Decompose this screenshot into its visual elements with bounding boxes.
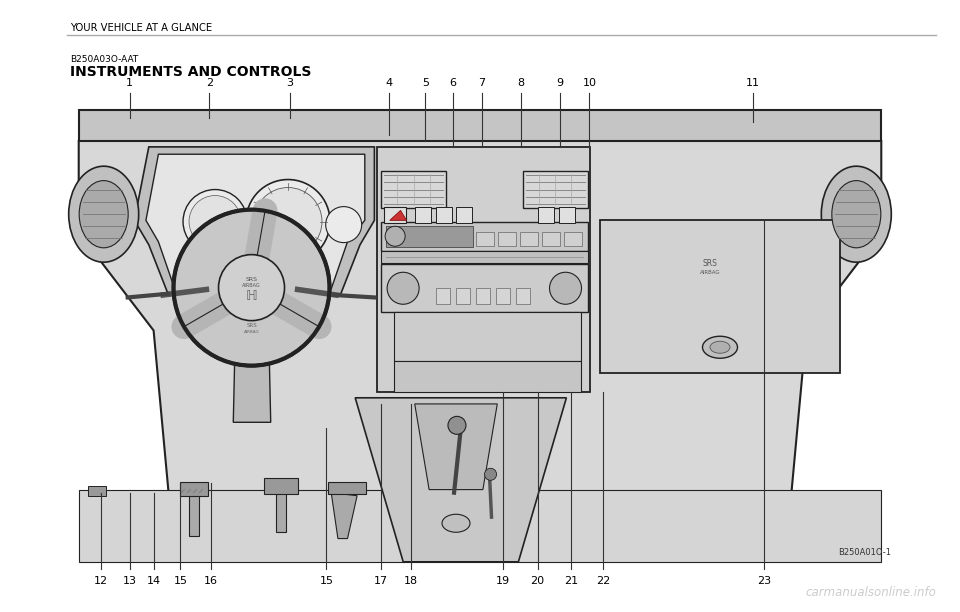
Circle shape [485,468,496,480]
Bar [498,232,516,246]
Ellipse shape [69,166,138,262]
Text: 17: 17 [374,577,388,586]
Text: AIRBAG: AIRBAG [244,330,259,334]
Text: 9: 9 [556,78,564,88]
Polygon shape [79,110,881,141]
Bar [381,251,588,263]
Bar [264,478,298,494]
Text: 4: 4 [385,78,393,88]
Bar [496,288,510,304]
Bar [88,486,107,496]
Bar [559,207,575,223]
Bar [564,232,582,246]
Bar [377,147,590,392]
Text: 20: 20 [531,577,544,586]
Bar [476,232,494,246]
Bar [276,493,286,532]
Bar [381,222,588,251]
Text: B250A01O-1: B250A01O-1 [838,548,891,557]
Polygon shape [146,154,365,289]
Bar [436,288,450,304]
Text: 3: 3 [286,78,294,88]
Circle shape [189,196,241,247]
Bar [542,232,560,246]
Ellipse shape [831,181,881,248]
Text: 8: 8 [517,78,525,88]
Text: INSTRUMENTS AND CONTROLS: INSTRUMENTS AND CONTROLS [70,65,311,80]
Text: 21: 21 [564,577,578,586]
Circle shape [242,247,271,275]
Bar [600,220,840,373]
Ellipse shape [710,341,730,353]
Text: 10: 10 [583,78,596,88]
Text: carmanualsonline.info: carmanualsonline.info [805,586,936,599]
Bar [381,264,588,312]
Circle shape [387,272,420,304]
Circle shape [325,207,362,242]
Text: AIRBAG: AIRBAG [242,283,261,288]
Text: 11: 11 [746,78,759,88]
Bar [381,171,446,208]
Text: 6: 6 [449,78,457,88]
Polygon shape [415,404,497,490]
Text: B250A03O-AAT: B250A03O-AAT [70,55,138,64]
Bar [79,490,881,562]
Polygon shape [233,337,271,422]
Bar [180,482,208,496]
Text: 14: 14 [147,577,160,586]
Ellipse shape [822,166,891,262]
Circle shape [549,272,582,304]
Bar [394,361,581,392]
Text: 19: 19 [496,577,510,586]
Circle shape [174,210,329,365]
Circle shape [219,255,284,321]
Polygon shape [390,211,407,220]
Text: 2: 2 [205,78,213,88]
Text: YOUR VEHICLE AT A GLANCE: YOUR VEHICLE AT A GLANCE [70,23,212,33]
Bar [415,207,431,223]
Text: AIRBAG: AIRBAG [700,270,721,275]
Text: 5: 5 [421,78,429,88]
Bar [328,482,367,494]
Bar [386,226,473,247]
Text: ℍ: ℍ [246,289,257,303]
Polygon shape [79,141,881,539]
Text: 13: 13 [123,577,136,586]
Polygon shape [134,147,374,294]
Circle shape [183,190,247,253]
Text: 15: 15 [174,577,187,586]
Bar [520,232,539,246]
Bar [456,288,470,304]
Text: 15: 15 [320,577,333,586]
Bar [384,207,406,223]
Bar [476,288,491,304]
Bar [516,288,530,304]
Ellipse shape [703,336,737,358]
Text: SRS: SRS [246,277,257,282]
Polygon shape [355,398,566,562]
Ellipse shape [79,181,129,248]
Text: 18: 18 [404,577,418,586]
Circle shape [246,179,330,264]
Text: SRS: SRS [703,259,718,267]
Bar [189,490,199,536]
Circle shape [254,187,322,256]
Bar [523,171,588,208]
Bar [394,312,581,361]
Text: SRS: SRS [246,323,257,328]
Bar [436,207,452,223]
Text: 23: 23 [757,577,771,586]
Bar [538,207,554,223]
Polygon shape [331,493,357,539]
Text: 1: 1 [126,78,133,88]
Text: 16: 16 [204,577,218,586]
Text: 7: 7 [478,78,486,88]
Ellipse shape [442,514,470,532]
Circle shape [448,416,466,435]
Bar [456,207,472,223]
Circle shape [385,226,405,246]
Text: 22: 22 [596,577,610,586]
Text: 12: 12 [94,577,108,586]
